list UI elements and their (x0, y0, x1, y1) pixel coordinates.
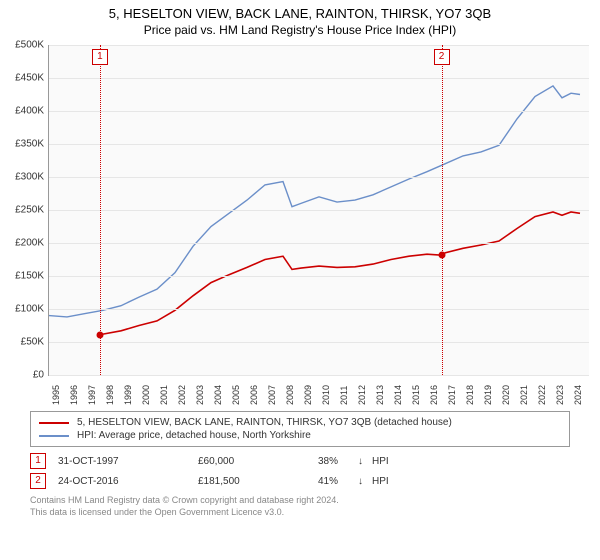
dp-badge: 2 (30, 473, 46, 489)
x-tick-label: 2012 (357, 385, 367, 405)
legend-swatch (39, 435, 69, 437)
x-tick-label: 2004 (213, 385, 223, 405)
x-tick-label: 2024 (573, 385, 583, 405)
x-tick-label: 2001 (159, 385, 169, 405)
legend-row: HPI: Average price, detached house, Nort… (39, 429, 561, 442)
marker-dot (438, 252, 445, 259)
down-arrow-icon: ↓ (358, 456, 372, 467)
footnote: Contains HM Land Registry data © Crown c… (30, 495, 570, 518)
x-tick-label: 2016 (429, 385, 439, 405)
chart-subtitle: Price paid vs. HM Land Registry's House … (0, 21, 600, 41)
x-tick-label: 2014 (393, 385, 403, 405)
gridline (49, 210, 589, 211)
dp-tag: HPI (372, 456, 402, 467)
y-tick-label: £250K (0, 205, 44, 216)
y-tick-label: £50K (0, 337, 44, 348)
gridline (49, 375, 589, 376)
x-tick-label: 2017 (447, 385, 457, 405)
x-tick-label: 2013 (375, 385, 385, 405)
y-tick-label: £300K (0, 172, 44, 183)
dp-price: £181,500 (198, 476, 318, 487)
x-tick-label: 2002 (177, 385, 187, 405)
legend-row: 5, HESELTON VIEW, BACK LANE, RAINTON, TH… (39, 416, 561, 429)
y-tick-label: £0 (0, 370, 44, 381)
datapoint-row: 1 31-OCT-1997£60,00038%↓HPI (30, 451, 570, 471)
series-line-property (100, 212, 580, 335)
gridline (49, 342, 589, 343)
datapoint-row: 2 24-OCT-2016£181,50041%↓HPI (30, 471, 570, 491)
dp-tag: HPI (372, 476, 402, 487)
gridline (49, 111, 589, 112)
gridline (49, 45, 589, 46)
x-tick-label: 2009 (303, 385, 313, 405)
x-tick-label: 1998 (105, 385, 115, 405)
gridline (49, 309, 589, 310)
x-tick-label: 1996 (69, 385, 79, 405)
x-tick-label: 2011 (339, 386, 349, 405)
marker-badge: 1 (92, 49, 108, 65)
y-tick-label: £500K (0, 40, 44, 51)
chart-title: 5, HESELTON VIEW, BACK LANE, RAINTON, TH… (0, 0, 600, 21)
x-tick-label: 2000 (141, 385, 151, 405)
chart-area: £0 £50K £100K £150K £200K £250K £300K £350K £400… (0, 41, 600, 411)
x-tick-label: 2023 (555, 385, 565, 405)
gridline (49, 276, 589, 277)
x-tick-label: 2018 (465, 385, 475, 405)
x-tick-label: 2010 (321, 385, 331, 405)
dp-date: 31-OCT-1997 (58, 456, 198, 467)
x-tick-label: 1997 (87, 385, 97, 405)
gridline (49, 144, 589, 145)
x-tick-label: 1995 (51, 385, 61, 405)
marker-badge: 2 (434, 49, 450, 65)
legend-label: HPI: Average price, detached house, Nort… (77, 430, 311, 441)
datapoint-table: 1 31-OCT-1997£60,00038%↓HPI 2 24-OCT-2016£1… (30, 451, 570, 491)
x-tick-label: 2022 (537, 385, 547, 405)
x-tick-label: 2003 (195, 385, 205, 405)
dp-price: £60,000 (198, 456, 318, 467)
chart-container: 5, HESELTON VIEW, BACK LANE, RAINTON, TH… (0, 0, 600, 560)
legend-label: 5, HESELTON VIEW, BACK LANE, RAINTON, TH… (77, 417, 452, 428)
marker-vline (100, 45, 101, 375)
x-tick-label: 2015 (411, 385, 421, 405)
series-line-hpi (49, 86, 580, 317)
dp-pct: 38% (318, 456, 358, 467)
legend-swatch (39, 422, 69, 424)
footnote-line2: This data is licensed under the Open Gov… (30, 507, 570, 519)
dp-pct: 41% (318, 476, 358, 487)
y-tick-label: £350K (0, 139, 44, 150)
footnote-line1: Contains HM Land Registry data © Crown c… (30, 495, 570, 507)
x-tick-label: 2006 (249, 385, 259, 405)
x-tick-label: 2021 (519, 385, 529, 405)
gridline (49, 177, 589, 178)
y-tick-label: £200K (0, 238, 44, 249)
dp-date: 24-OCT-2016 (58, 476, 198, 487)
x-tick-label: 2007 (267, 385, 277, 405)
x-tick-label: 2005 (231, 385, 241, 405)
x-tick-label: 2019 (483, 385, 493, 405)
legend-box: 5, HESELTON VIEW, BACK LANE, RAINTON, TH… (30, 411, 570, 447)
y-tick-label: £100K (0, 304, 44, 315)
gridline (49, 78, 589, 79)
y-tick-label: £450K (0, 73, 44, 84)
x-tick-label: 1999 (123, 385, 133, 405)
dp-badge: 1 (30, 453, 46, 469)
y-tick-label: £150K (0, 271, 44, 282)
gridline (49, 243, 589, 244)
down-arrow-icon: ↓ (358, 476, 372, 487)
plot-area: 12 (48, 45, 589, 376)
marker-vline (442, 45, 443, 375)
y-tick-label: £400K (0, 106, 44, 117)
marker-dot (96, 332, 103, 339)
x-tick-label: 2008 (285, 385, 295, 405)
x-tick-label: 2020 (501, 385, 511, 405)
